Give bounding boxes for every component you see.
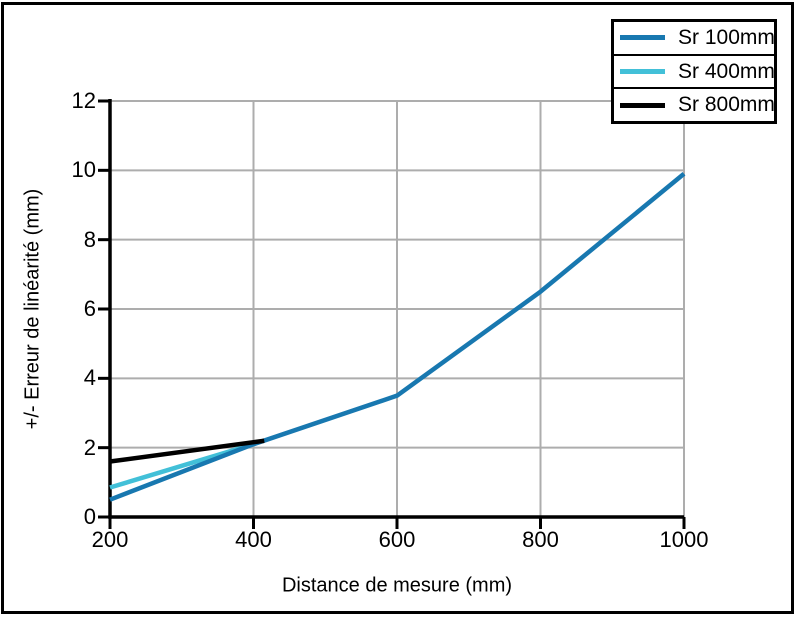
series-line-sr-800mm [109, 438, 265, 464]
series-line-sr-100mm [109, 172, 686, 502]
legend-item-sr-400mm: Sr 400mm [614, 53, 775, 88]
legend: Sr 100mm Sr 400mm Sr 800mm [611, 19, 777, 124]
legend-label: Sr 100mm [678, 25, 775, 49]
y-tick-label: 12 [71, 88, 96, 113]
y-tick-label: 2 [83, 434, 96, 460]
x-tick-label: 200 [91, 527, 129, 552]
legend-item-sr-800mm: Sr 800mm [614, 87, 775, 121]
legend-label: Sr 800mm [678, 93, 775, 117]
y-tick-label: 6 [83, 296, 96, 321]
y-tick-label: 8 [83, 226, 96, 252]
x-tick-label: 800 [522, 527, 559, 552]
legend-swatch-sr-100mm [620, 35, 665, 41]
x-tick-label: 1000 [659, 527, 709, 552]
y-tick-label: 0 [83, 504, 96, 529]
x-tick-label: 400 [235, 527, 272, 552]
legend-item-sr-100mm: Sr 100mm [614, 22, 775, 54]
y-tick-label: 10 [71, 157, 96, 183]
y-tick-label: 4 [83, 365, 96, 391]
legend-label: Sr 400mm [678, 59, 775, 83]
legend-swatch-sr-800mm [620, 102, 665, 108]
x-axis-title: Distance de mesure (mm) [281, 574, 513, 597]
legend-swatch-sr-400mm [620, 69, 665, 74]
x-tick-label: 600 [378, 527, 416, 552]
